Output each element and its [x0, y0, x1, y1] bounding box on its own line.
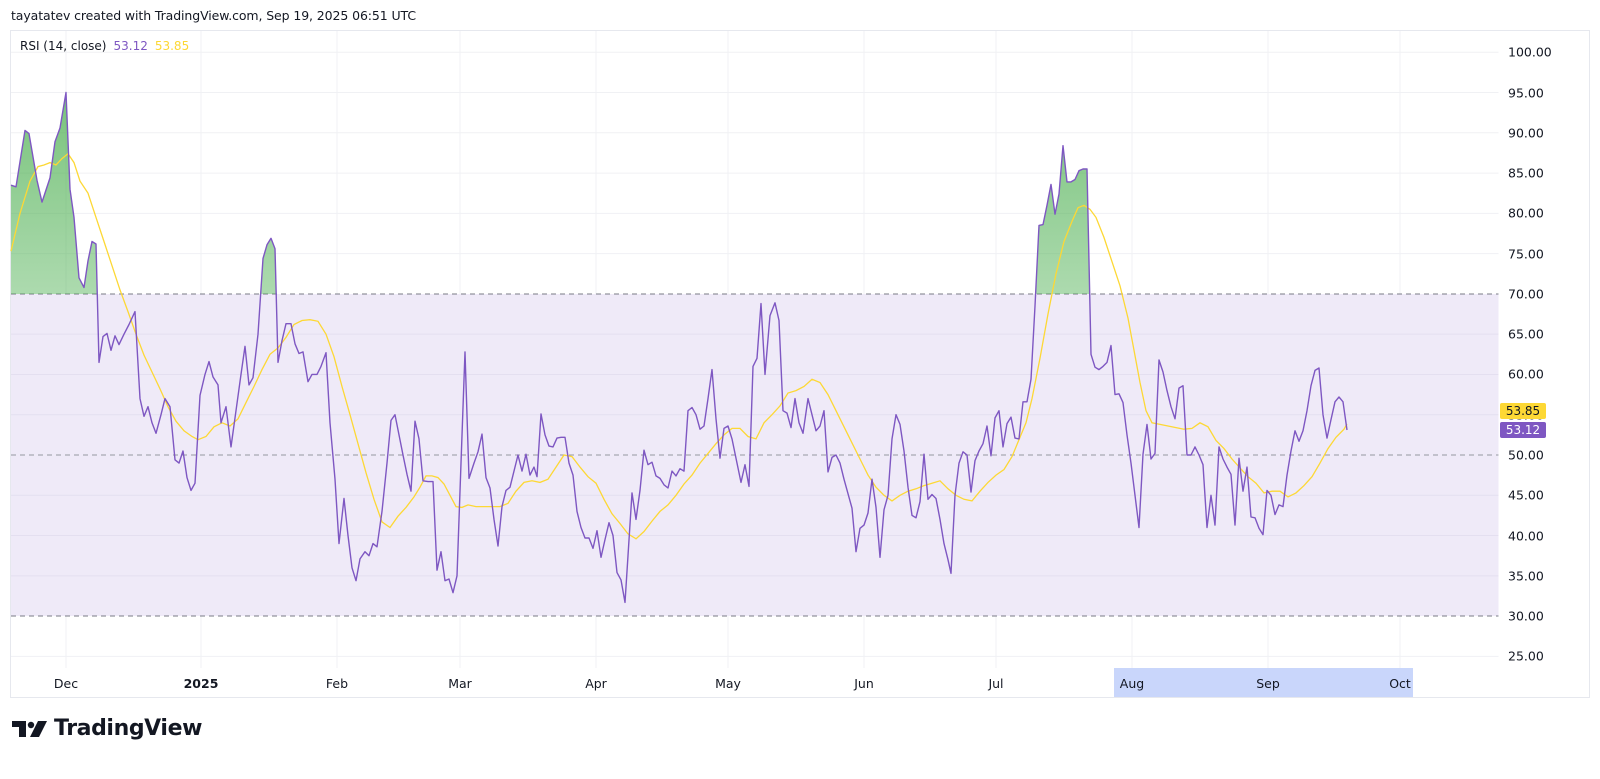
time-axis-label: Apr: [585, 676, 607, 691]
rsi-line: [10, 91, 1348, 604]
price-axis-label: 35.00: [1508, 568, 1544, 584]
brand-name: TradingView: [54, 716, 203, 741]
price-axis-label: 100.00: [1508, 44, 1552, 60]
price-axis-label: 25.00: [1508, 648, 1544, 664]
indicator-legend[interactable]: RSI (14, close) 53.12 53.85: [20, 39, 189, 53]
time-axis-label: Jun: [854, 676, 874, 691]
time-axis-label: Mar: [448, 676, 472, 691]
time-axis-label: 2025: [183, 676, 219, 691]
signal-value: 53.85: [154, 39, 190, 53]
price-axis-label: 30.00: [1508, 608, 1544, 624]
band-gridlines: [11, 333, 1499, 577]
time-axis-range-highlight: [1114, 668, 1413, 697]
rsi-price-badge: 53.12: [1500, 422, 1546, 438]
price-axis-label: 65.00: [1508, 326, 1544, 342]
time-axis-label: Dec: [53, 676, 79, 691]
price-axis-label: 80.00: [1508, 205, 1544, 221]
rsi-ma-line: [10, 152, 1348, 540]
overbought-fill: [11, 92, 1347, 294]
price-axis-label: 40.00: [1508, 528, 1544, 544]
horizontal-gridlines: [11, 51, 1499, 657]
time-axis-label: Feb: [325, 676, 349, 691]
tradingview-brand[interactable]: TradingView: [12, 716, 202, 741]
signal-price-badge: 53.85: [1500, 403, 1546, 419]
price-axis-label: 50.00: [1508, 447, 1544, 463]
price-axis-label: 90.00: [1508, 125, 1544, 141]
tradingview-logo-icon: [12, 720, 47, 737]
time-axis-label: May: [715, 676, 741, 691]
price-axis-label: 45.00: [1508, 487, 1544, 503]
price-axis-label: 95.00: [1508, 85, 1544, 101]
time-axis-label: Oct: [1389, 676, 1411, 691]
time-axis-label: Aug: [1119, 676, 1145, 691]
price-axis-label: 60.00: [1508, 366, 1544, 382]
price-axis-label: 75.00: [1508, 246, 1544, 262]
rsi-value: 53.12: [113, 39, 148, 53]
indicator-name[interactable]: RSI (14, close): [20, 39, 107, 53]
price-axis-label: 70.00: [1508, 286, 1544, 302]
attribution-text: tayatatev created with TradingView.com, …: [11, 8, 416, 23]
time-axis-label: Sep: [1256, 676, 1280, 691]
price-axis-label: 85.00: [1508, 165, 1544, 181]
chart-frame: [10, 30, 1590, 698]
time-axis-label: Jul: [988, 676, 1004, 691]
